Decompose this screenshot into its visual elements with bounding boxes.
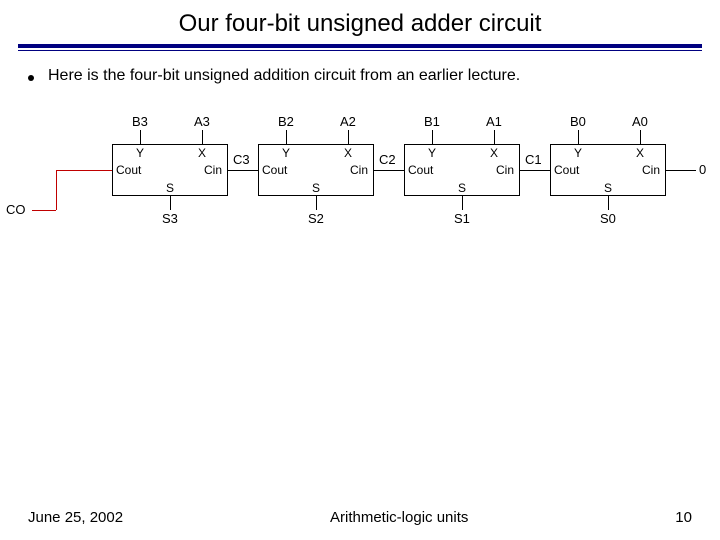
label-cin0: 0: [699, 162, 706, 177]
co-wire-h1: [56, 170, 112, 171]
port-y-1: Y: [282, 146, 290, 160]
port-cin-3: Cin: [642, 163, 660, 177]
label-co: CO: [6, 202, 26, 217]
wire-a-0: [202, 130, 203, 144]
bullet-item: Here is the four-bit unsigned addition c…: [0, 51, 720, 85]
wire-s-0: [170, 196, 171, 210]
wire-a-1: [348, 130, 349, 144]
wire-s-2: [462, 196, 463, 210]
wire-carry-3: [520, 170, 550, 171]
wire-b-3: [578, 130, 579, 144]
wire-b-0: [140, 130, 141, 144]
label-a-2: A1: [486, 114, 502, 129]
label-s-2: S1: [454, 211, 470, 226]
wire-s-1: [316, 196, 317, 210]
port-cout-2: Cout: [408, 163, 433, 177]
port-s-3: S: [604, 181, 612, 195]
wire-b-2: [432, 130, 433, 144]
port-s-1: S: [312, 181, 320, 195]
co-wire-h2: [32, 210, 56, 211]
port-cin-0: Cin: [204, 163, 222, 177]
label-s-0: S3: [162, 211, 178, 226]
footer: June 25, 2002 Arithmetic-logic units 10: [0, 509, 720, 526]
label-b-0: B3: [132, 114, 148, 129]
port-cout-3: Cout: [554, 163, 579, 177]
port-x-3: X: [636, 146, 644, 160]
label-a-1: A2: [340, 114, 356, 129]
wire-b-1: [286, 130, 287, 144]
bullet-text: Here is the four-bit unsigned addition c…: [48, 67, 520, 85]
page-title: Our four-bit unsigned adder circuit: [0, 0, 720, 44]
port-y-2: Y: [428, 146, 436, 160]
label-b-2: B1: [424, 114, 440, 129]
label-b-3: B0: [570, 114, 586, 129]
footer-topic: Arithmetic-logic units: [330, 509, 468, 526]
wire-carry-1: [228, 170, 258, 171]
co-wire-v: [56, 170, 57, 210]
port-y-3: Y: [574, 146, 582, 160]
title-rule-thick: [18, 44, 702, 48]
label-s-3: S0: [600, 211, 616, 226]
port-cout-0: Cout: [116, 163, 141, 177]
wire-a-2: [494, 130, 495, 144]
footer-page: 10: [675, 509, 692, 526]
label-carry-2: C2: [379, 152, 396, 167]
wire-carry-2: [374, 170, 404, 171]
port-y-0: Y: [136, 146, 144, 160]
wire-a-3: [640, 130, 641, 144]
port-s-0: S: [166, 181, 174, 195]
wire-cin0: [666, 170, 696, 171]
label-b-1: B2: [278, 114, 294, 129]
port-cin-1: Cin: [350, 163, 368, 177]
adder-diagram: Y X Cout Cin S B3 A3 S3 Y X Cout Cin S B2 A2 S2 C3 Y X Cout…: [0, 110, 720, 250]
label-a-3: A0: [632, 114, 648, 129]
wire-s-3: [608, 196, 609, 210]
bullet-dot-icon: [28, 75, 34, 81]
port-s-2: S: [458, 181, 466, 195]
port-cout-1: Cout: [262, 163, 287, 177]
footer-date: June 25, 2002: [28, 509, 123, 526]
label-carry-3: C1: [525, 152, 542, 167]
port-x-1: X: [344, 146, 352, 160]
port-x-2: X: [490, 146, 498, 160]
label-a-0: A3: [194, 114, 210, 129]
port-x-0: X: [198, 146, 206, 160]
label-s-1: S2: [308, 211, 324, 226]
label-carry-1: C3: [233, 152, 250, 167]
port-cin-2: Cin: [496, 163, 514, 177]
